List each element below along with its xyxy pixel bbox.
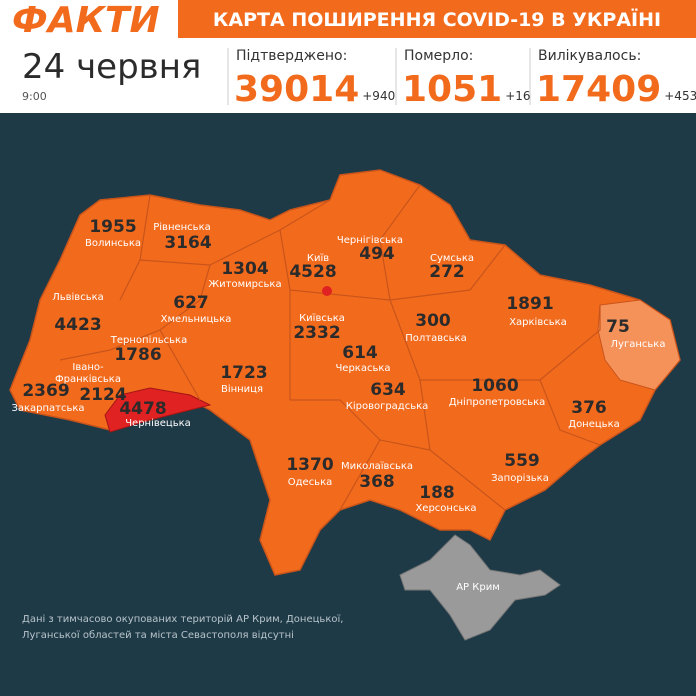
region-name: Київ	[307, 253, 329, 264]
region-name: Сумська	[430, 253, 474, 264]
note-line: Дані з тимчасово окупованих територій АР…	[22, 613, 343, 625]
region-count: 3164	[164, 233, 211, 253]
region-count: 2124	[79, 385, 126, 405]
region-name: Миколаївська	[341, 461, 413, 472]
crimea	[399, 534, 561, 641]
date: 24 червня	[22, 47, 201, 87]
stat-value: 39014	[234, 69, 359, 110]
region-count: 2332	[293, 323, 340, 343]
region-count: 1304	[221, 259, 268, 279]
region-count: 1891	[506, 294, 553, 314]
region-name: Вінниця	[221, 383, 263, 395]
region-count: 1955	[89, 217, 136, 237]
stat-label: Вилікувалось:	[538, 48, 641, 64]
region-name: Чернігівська	[337, 234, 403, 246]
region-count: 1786	[114, 345, 161, 365]
region-count: 1060	[471, 376, 518, 396]
stat-delta: +453	[664, 89, 696, 103]
stat-value: 1051	[402, 69, 502, 110]
region-name: Херсонська	[415, 503, 476, 514]
region-count: 634	[370, 380, 406, 400]
region-name: Івано-	[72, 362, 104, 373]
region-name: Дніпропетровська	[449, 396, 546, 408]
stat-value: 17409	[536, 69, 661, 110]
region-name: АР Крим	[456, 582, 500, 593]
title-banner	[178, 0, 696, 38]
region-count: 300	[415, 311, 451, 331]
chernivtsi-region	[104, 387, 212, 433]
region-name: Волинська	[85, 238, 141, 249]
region-name: Запорізька	[491, 472, 549, 484]
region-name: Тернопільська	[110, 334, 187, 346]
region-name: Закарпатська	[11, 403, 84, 414]
region-count: 376	[571, 398, 607, 418]
region-count: 4478	[119, 399, 166, 419]
region-name: Полтавська	[405, 333, 466, 344]
region-count: 627	[173, 293, 209, 313]
region-name: Хмельницька	[161, 314, 232, 325]
region-name: Франківська	[55, 373, 121, 385]
region-count: 559	[504, 451, 540, 471]
map	[9, 169, 681, 641]
region-count: 2369	[22, 381, 69, 401]
note-line: Луганської областей та міста Севастополя…	[22, 629, 294, 641]
region-name: Одеська	[288, 477, 333, 488]
logo: ФАКТИ	[12, 0, 160, 41]
region-name: Харківська	[509, 316, 567, 328]
region-name: Кіровоградська	[346, 400, 429, 412]
stat-label: Підтверджено:	[236, 48, 347, 64]
region-name: Черкаська	[335, 363, 390, 374]
region-name: Чернівецька	[125, 417, 191, 429]
title: КАРТА ПОШИРЕННЯ COVID-19 В УКРАЇНІ	[213, 7, 661, 31]
region-count: 4528	[289, 262, 336, 282]
kyiv-marker	[322, 286, 332, 296]
region-name: Львівська	[52, 291, 104, 303]
region-name: Луганська	[611, 339, 666, 350]
region-count: 1370	[286, 455, 333, 475]
region-count: 494	[359, 244, 395, 264]
region-count: 1723	[220, 363, 267, 383]
region-count: 368	[359, 472, 395, 492]
region-name: Рівненська	[153, 221, 211, 233]
region-name: Донецька	[568, 419, 620, 430]
region-count: 4423	[54, 315, 101, 335]
stat-label: Померло:	[404, 48, 473, 64]
region-count: 188	[419, 483, 455, 503]
luhansk-region	[597, 299, 681, 391]
region-count: 75	[606, 317, 630, 337]
region-name: Київська	[299, 313, 345, 324]
region-borders	[59, 184, 601, 511]
region-name: Житомирська	[208, 279, 281, 290]
stat-delta: +16	[505, 89, 530, 103]
stat-delta: +940	[362, 89, 395, 103]
time: 9:00	[22, 90, 47, 103]
ukraine-outline	[9, 169, 681, 576]
region-count: 272	[429, 262, 465, 282]
region-count: 614	[342, 343, 378, 363]
